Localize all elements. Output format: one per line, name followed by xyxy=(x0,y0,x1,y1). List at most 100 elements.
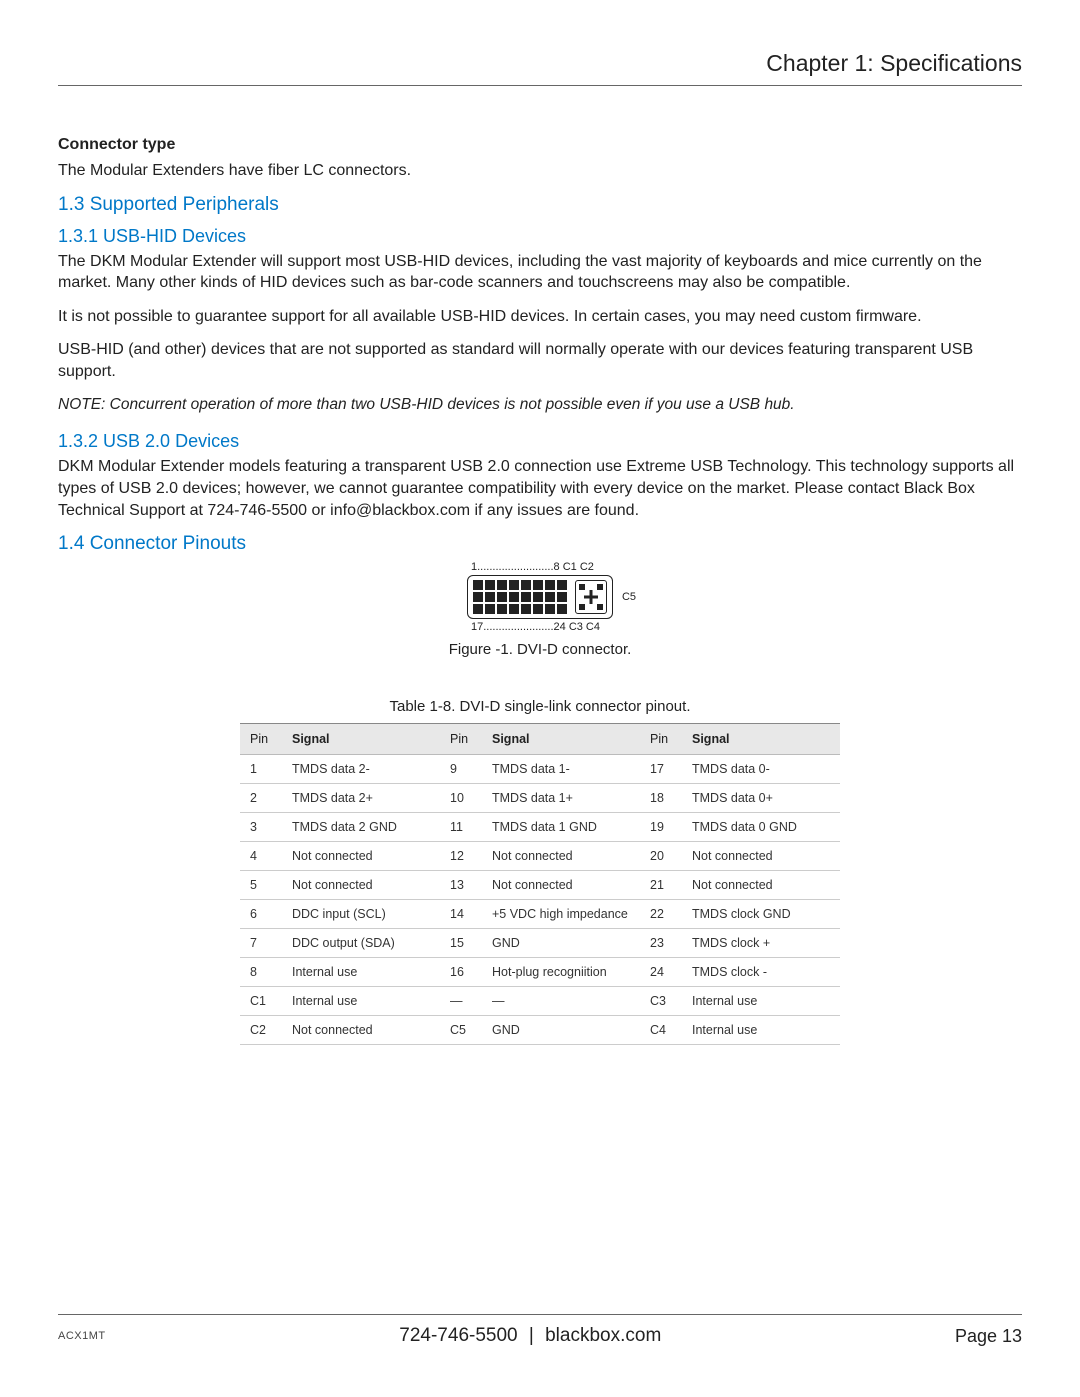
footer-page: Page 13 xyxy=(955,1326,1022,1347)
table-cell: GND xyxy=(482,1016,640,1045)
footer-separator: | xyxy=(529,1325,534,1346)
table-cell: DDC output (SDA) xyxy=(282,929,440,958)
page-footer: ACX1MT 724-746-5500 | blackbox.com Page … xyxy=(58,1314,1022,1347)
table-cell: Internal use xyxy=(282,958,440,987)
table-row: 4Not connected12Not connected20Not conne… xyxy=(240,842,840,871)
dvi-pin xyxy=(485,580,495,590)
table-cell: TMDS clock GND xyxy=(682,900,840,929)
table-cell: DDC input (SCL) xyxy=(282,900,440,929)
table-cell: Internal use xyxy=(682,1016,840,1045)
table-header-cell: Pin xyxy=(240,724,282,755)
table-cell: 6 xyxy=(240,900,282,929)
table-cell: TMDS clock + xyxy=(682,929,840,958)
dvi-pin xyxy=(473,604,483,614)
dvi-pin xyxy=(521,592,531,602)
table-cell: Hot-plug recogniition xyxy=(482,958,640,987)
table-cell: Internal use xyxy=(682,987,840,1016)
table-cell: 20 xyxy=(640,842,682,871)
table-cell: TMDS clock - xyxy=(682,958,840,987)
section-1-4-heading: 1.4 Connector Pinouts xyxy=(58,533,1022,555)
footer-site: blackbox.com xyxy=(545,1325,661,1346)
page-content: Connector type The Modular Extenders hav… xyxy=(58,136,1022,1314)
dvi-pin xyxy=(485,604,495,614)
dvi-pin xyxy=(521,604,531,614)
table-cell: 8 xyxy=(240,958,282,987)
dvi-pin xyxy=(509,580,519,590)
table-header-cell: Signal xyxy=(282,724,440,755)
section-1-3-1-p3: USB-HID (and other) devices that are not… xyxy=(58,339,1022,382)
dvi-c1-pin xyxy=(579,584,585,590)
table-cell: 23 xyxy=(640,929,682,958)
table-cell: 9 xyxy=(440,755,482,784)
table-cell: Not connected xyxy=(482,842,640,871)
dvi-c2-pin xyxy=(597,584,603,590)
table-cell: C5 xyxy=(440,1016,482,1045)
table-cell: TMDS data 1- xyxy=(482,755,640,784)
table-row: C2Not connectedC5GNDC4Internal use xyxy=(240,1016,840,1045)
table-cell: 15 xyxy=(440,929,482,958)
section-1-3-1-note: NOTE: Concurrent operation of more than … xyxy=(58,395,1022,416)
table-cell: 10 xyxy=(440,784,482,813)
dvi-pin xyxy=(509,592,519,602)
dvi-pin xyxy=(533,592,543,602)
table-cell: 13 xyxy=(440,871,482,900)
footer-center: 724-746-5500 | blackbox.com xyxy=(106,1325,955,1347)
table-row: 8Internal use16Hot-plug recogniition24TM… xyxy=(240,958,840,987)
table-cell: Not connected xyxy=(282,842,440,871)
section-1-3-1-p1: The DKM Modular Extender will support mo… xyxy=(58,251,1022,294)
table-cell: C4 xyxy=(640,1016,682,1045)
footer-phone: 724-746-5500 xyxy=(399,1325,517,1346)
dvi-c4-pin xyxy=(597,604,603,610)
dvi-connector-diagram: 1.........................8 C1 C2 C5 17.… xyxy=(467,561,613,633)
dvi-pin xyxy=(557,604,567,614)
table-header-cell: Pin xyxy=(640,724,682,755)
table-row: C1Internal use——C3Internal use xyxy=(240,987,840,1016)
table-cell: GND xyxy=(482,929,640,958)
table-cell: TMDS data 2 GND xyxy=(282,813,440,842)
dvi-pin-grid xyxy=(473,580,567,614)
chapter-header: Chapter 1: Specifications xyxy=(58,50,1022,86)
table-cell: Not connected xyxy=(682,871,840,900)
dvi-pin xyxy=(509,604,519,614)
table-cell: Not connected xyxy=(282,871,440,900)
dvi-pin xyxy=(473,580,483,590)
dvi-c3-pin xyxy=(579,604,585,610)
pinout-table-section: Table 1-8. DVI-D single-link connector p… xyxy=(240,698,840,1045)
document-page: Chapter 1: Specifications Connector type… xyxy=(0,0,1080,1397)
table-cell: Internal use xyxy=(282,987,440,1016)
table-cell: 18 xyxy=(640,784,682,813)
table-cell: 4 xyxy=(240,842,282,871)
table-cell: 22 xyxy=(640,900,682,929)
dvi-pin xyxy=(557,592,567,602)
footer-model: ACX1MT xyxy=(58,1330,106,1342)
dvi-pin xyxy=(485,592,495,602)
table-cell: 2 xyxy=(240,784,282,813)
table-row: 3TMDS data 2 GND11TMDS data 1 GND19TMDS … xyxy=(240,813,840,842)
table-cell: 14 xyxy=(440,900,482,929)
table-header-cell: Signal xyxy=(482,724,640,755)
table-cell: 3 xyxy=(240,813,282,842)
dvi-pin xyxy=(521,580,531,590)
section-1-3-1-p2: It is not possible to guarantee support … xyxy=(58,306,1022,328)
table-row: 6DDC input (SCL)14+5 VDC high impedance2… xyxy=(240,900,840,929)
section-1-3-heading: 1.3 Supported Peripherals xyxy=(58,194,1022,216)
dvi-pin xyxy=(545,604,555,614)
table-cell: TMDS data 1+ xyxy=(482,784,640,813)
table-cell: — xyxy=(482,987,640,1016)
table-cell: 1 xyxy=(240,755,282,784)
table-cell: TMDS data 2+ xyxy=(282,784,440,813)
table-row: 2TMDS data 2+10TMDS data 1+18TMDS data 0… xyxy=(240,784,840,813)
pinout-tbody: 1TMDS data 2-9TMDS data 1-17TMDS data 0-… xyxy=(240,755,840,1045)
connector-type-text: The Modular Extenders have fiber LC conn… xyxy=(58,160,1022,182)
table-cell: 7 xyxy=(240,929,282,958)
table-cell: 19 xyxy=(640,813,682,842)
table-cell: — xyxy=(440,987,482,1016)
table-caption: Table 1-8. DVI-D single-link connector p… xyxy=(240,698,840,715)
dvi-pin xyxy=(497,592,507,602)
table-cell: Not connected xyxy=(282,1016,440,1045)
dvi-bottom-label: 17.......................24 C3 C4 xyxy=(467,621,613,633)
dvi-pin xyxy=(473,592,483,602)
table-row: 7DDC output (SDA)15GND23TMDS clock + xyxy=(240,929,840,958)
table-cell: 24 xyxy=(640,958,682,987)
table-cell: TMDS data 2- xyxy=(282,755,440,784)
